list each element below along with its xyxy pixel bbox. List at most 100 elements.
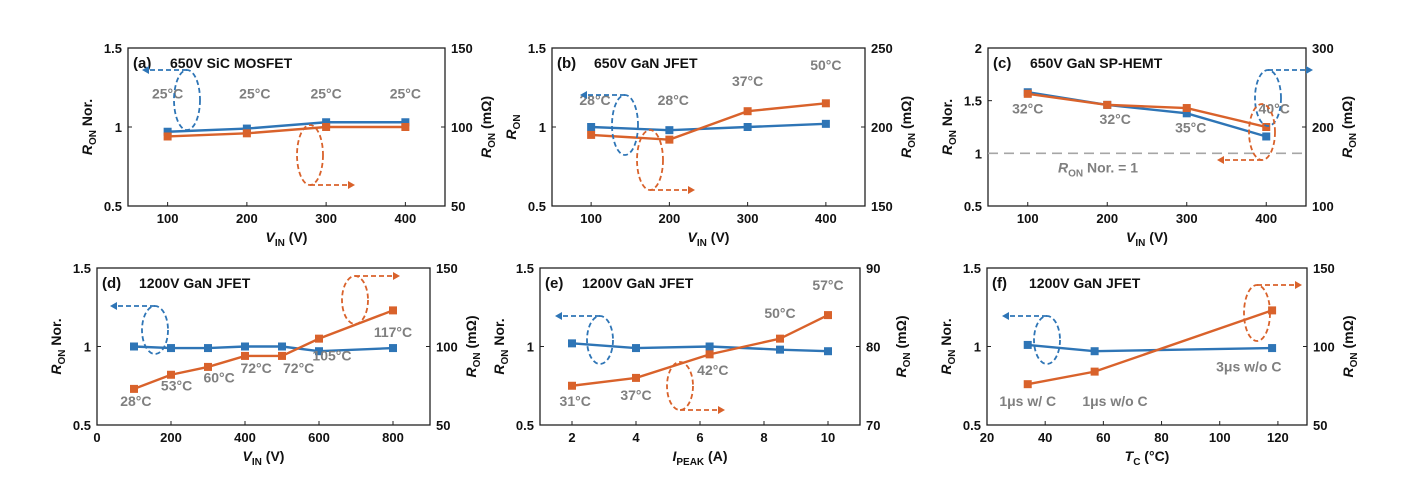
y-right-axis-label: RON (mΩ)	[1339, 96, 1359, 158]
x-tick-label: 8	[760, 430, 767, 445]
ron-normalized-line	[167, 121, 406, 133]
temperature-annotation: 37°C	[620, 387, 651, 403]
x-tick-label: 20	[980, 430, 994, 445]
ron-normalized-point	[587, 123, 596, 131]
temperature-annotation: 105°C	[312, 348, 351, 364]
y-left-axis-label: RON Nor.	[491, 318, 511, 374]
arrowhead-icon	[393, 272, 400, 280]
ron-normalized-point	[278, 342, 286, 351]
axis-hint-loop	[296, 124, 324, 186]
temperature-annotation: 42°C	[697, 362, 728, 378]
temperature-annotation: 1μs w/o C	[1082, 393, 1147, 409]
y-left-tick-label: 1	[115, 120, 122, 135]
y-right-tick-label: 150	[1313, 261, 1335, 276]
y-right-tick-label: 300	[1312, 41, 1334, 56]
y-left-tick-label: 0.5	[528, 199, 546, 214]
y-right-axis-label: RON (mΩ)	[893, 315, 913, 377]
x-tick-label: 200	[236, 211, 258, 226]
x-tick-label: 400	[1255, 211, 1277, 226]
x-tick-label: 300	[1176, 211, 1198, 226]
y-right-tick-label: 50	[1313, 418, 1327, 433]
temperature-annotation: 32°C	[1012, 100, 1043, 116]
x-tick-label: 300	[315, 211, 337, 226]
panel-title: 1200V GaN JFET	[1029, 275, 1141, 291]
arrowhead-icon	[718, 406, 725, 414]
y-right-axis-label: RON (mΩ)	[478, 96, 498, 158]
y-left-tick-label: 1.5	[528, 41, 546, 56]
x-tick-label: 60	[1096, 430, 1110, 445]
y-right-tick-label: 200	[871, 120, 893, 135]
temperature-annotation: 117°C	[374, 324, 412, 340]
y-right-axis-label: RON (mΩ)	[1340, 315, 1360, 377]
x-tick-label: 120	[1267, 430, 1289, 445]
x-tick-label: 800	[382, 430, 404, 445]
x-tick-label: 40	[1038, 430, 1052, 445]
y-left-axis-label: RON Nor.	[938, 318, 958, 374]
ron-absolute-point	[824, 311, 832, 320]
ron-absolute-point	[278, 351, 286, 360]
arrowhead-icon	[348, 181, 355, 189]
x-tick-label: 300	[737, 211, 759, 226]
axis-hint-loop	[586, 315, 614, 365]
y-right-tick-label: 100	[436, 340, 458, 355]
x-tick-label: 200	[659, 211, 681, 226]
x-tick-label: 4	[632, 430, 640, 445]
y-left-tick-label: 0.5	[963, 418, 981, 433]
y-left-tick-label: 0.5	[104, 199, 122, 214]
temperature-annotation: 25°C	[390, 86, 421, 102]
panel-title: 1200V GaN JFET	[582, 275, 694, 291]
panel-label: (d)	[102, 275, 121, 292]
temperature-annotation: 31°C	[560, 393, 591, 409]
arrowhead-icon	[110, 302, 117, 310]
ron-absolute-point	[130, 384, 138, 393]
temperature-annotation: 32°C	[1100, 111, 1131, 127]
x-tick-label: 0	[93, 430, 100, 445]
ron-normalized-point	[1262, 132, 1271, 141]
ron-absolute-point	[315, 334, 323, 343]
y-left-tick-label: 0.5	[964, 199, 982, 214]
temperature-annotation: 40°C	[1259, 100, 1290, 116]
y-left-axis-label: RON Nor.	[79, 99, 99, 155]
y-right-tick-label: 50	[436, 418, 450, 433]
x-tick-label: 600	[308, 430, 330, 445]
arrowhead-icon	[555, 312, 562, 320]
arrowhead-icon	[1295, 281, 1302, 289]
ron-absolute-point	[167, 370, 175, 379]
ron-normalized-point	[568, 339, 576, 348]
y-right-axis-label: RON (mΩ)	[898, 96, 918, 158]
arrowhead-icon	[1217, 156, 1224, 164]
ron-absolute-point	[587, 130, 596, 139]
x-tick-label: 400	[815, 211, 837, 226]
temperature-annotation: 72°C	[240, 360, 271, 376]
x-axis-label: VIN (V)	[243, 448, 285, 468]
temperature-annotation: 28°C	[120, 393, 151, 409]
panel-b: 100 200 300 400 0.5 1 1.5 150 200 250 VIN (V) RON RO…	[503, 41, 918, 249]
y-right-tick-label: 50	[451, 199, 465, 214]
panel-title: 1200V GaN JFET	[139, 275, 251, 291]
y-right-tick-label: 90	[866, 261, 880, 276]
x-tick-label: 2	[568, 430, 575, 445]
ron-normalized-point	[776, 345, 784, 354]
temperature-annotation: 28°C	[658, 92, 689, 108]
temperature-annotation: 50°C	[764, 305, 795, 321]
ron-normalized-point	[167, 344, 175, 353]
ron-absolute-point	[242, 129, 251, 138]
panel-label: (f)	[992, 275, 1007, 292]
temperature-annotation: 60°C	[203, 370, 234, 386]
x-tick-label: 80	[1154, 430, 1168, 445]
ron-absolute-point	[241, 351, 249, 360]
ron-absolute-point	[1023, 380, 1032, 389]
x-tick-label: 10	[821, 430, 835, 445]
x-tick-label: 100	[157, 211, 179, 226]
ron-normalized-point	[1182, 109, 1191, 118]
ron-normalized-line	[591, 122, 826, 132]
ron-normalized-point	[389, 344, 397, 353]
temperature-annotation: 35°C	[1175, 119, 1206, 135]
x-axis-label: IPEAK (A)	[672, 448, 727, 468]
ron-absolute-point	[1023, 89, 1032, 98]
panel-title: 650V GaN SP-HEMT	[1030, 55, 1163, 71]
ron-normalized-point	[632, 344, 640, 353]
ron-absolute-point	[1090, 367, 1099, 376]
arrowhead-icon	[688, 186, 695, 194]
